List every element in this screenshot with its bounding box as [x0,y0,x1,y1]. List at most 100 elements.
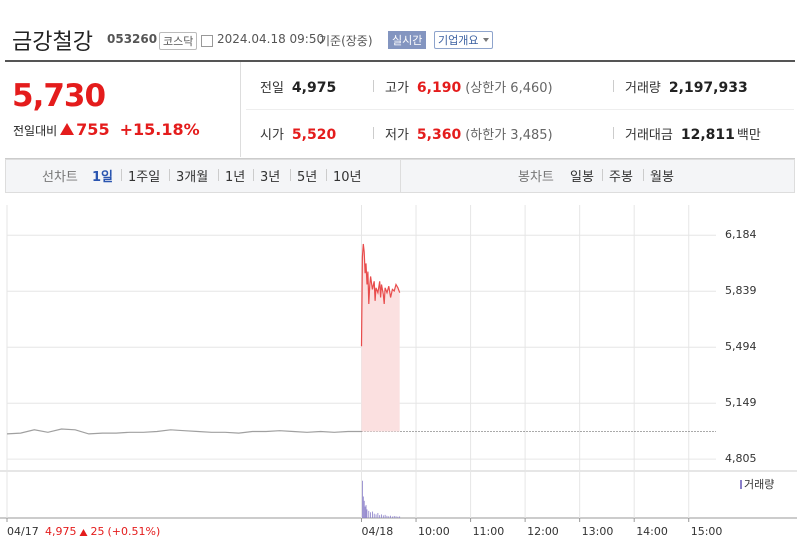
price-chart: 4,805 5,149 5,494 5,839 6,184 04/17 04/18 10:00… [0,205,797,538]
divider [373,80,374,92]
volume-bar [368,510,370,518]
period-tab[interactable]: 1년 [225,170,246,185]
market-badge: 코스닥 [159,32,198,50]
current-price: 5,730 [12,78,106,114]
datetime: 2024.04.18 09:50 [217,32,325,46]
stat: 거래량 2,197,933 [625,77,748,96]
stat-sub: (상한가 6,460) [465,81,553,96]
prev-change-pct: (+0.51%) [108,525,161,538]
tab-separator [169,169,170,181]
volume-bar [395,516,397,518]
x-tick-label: 13:00 [582,525,614,538]
up-arrow [60,123,75,135]
y-tick-label: 4,805 [725,452,757,465]
legend-swatch [740,480,742,489]
volume-bar [392,516,393,518]
period-tab[interactable]: 10년 [333,170,362,185]
volume-bar [390,515,391,518]
volume-bar [373,513,375,518]
stat-sub: (하한가 3,485) [465,128,553,143]
period-tab[interactable]: 3년 [260,170,281,185]
stat-label: 시가 [260,128,284,143]
tab-separator [602,169,603,181]
divider [613,80,614,92]
tab-separator [218,169,219,181]
company-info-text: 기업개요 [438,34,479,47]
volume-bar [386,515,388,518]
quote-box [5,60,795,159]
volume-bar [375,514,377,518]
stat-value: 6,190 [416,80,462,96]
volume-bar [364,506,366,518]
stat: 고가 6,190 (상한가 6,460) [385,77,553,96]
volume-bar [370,512,371,518]
stat-label: 거래대금 [625,128,673,143]
tab-separator [643,169,644,181]
realtime-badge[interactable]: 실시간 [388,31,427,49]
change-row: 전일대비 755 +15.18% [13,120,200,139]
volume-bar [377,512,379,518]
volume-bar [397,516,399,518]
stat-value: 2,197,933 [668,80,748,96]
volume-bar [362,480,363,518]
period-tab[interactable]: 5년 [297,170,318,185]
change: 755 [76,120,110,139]
stat-unit: 백만 [736,128,761,143]
x-tick-label: 12:00 [527,525,559,538]
volume-bar [362,496,364,518]
stat-value: 5,520 [291,127,337,143]
x-tick-label: 04/18 [362,525,394,538]
volume-bar [366,509,368,518]
volume-bar [379,515,381,518]
tab-separator [290,169,291,181]
x-tick-label: 14:00 [636,525,668,538]
x-tick-label: 10:00 [418,525,450,538]
y-tick-label: 6,184 [725,228,757,241]
divider [613,127,614,139]
divider [373,127,374,139]
candle-tab[interactable]: 월봉 [650,170,674,185]
x-tick-label: 04/17 [7,525,39,538]
tab-label: 선차트 [42,170,78,185]
volume-bar [399,516,401,518]
period-tab[interactable]: 1일 [92,170,114,185]
y-tick-label: 5,494 [725,340,757,353]
company-info-button[interactable]: 기업개요 [434,31,494,49]
volume-bar [384,514,386,518]
prev-change: 25 [91,525,105,538]
change-pct: +15.18% [119,120,200,139]
volume-bar [363,500,365,518]
volume-bar [365,505,367,518]
volume-bar [372,511,373,518]
volume-bar [388,516,390,518]
stat-value: 4,975 [291,80,337,96]
divider [400,160,401,192]
y-tick-label: 5,149 [725,396,757,409]
stat-label: 전일 [260,81,284,96]
x-tick-label: 15:00 [691,525,723,538]
period-tab[interactable]: 1주일 [128,170,161,185]
stock-code: 053260 [107,32,158,46]
volume-bar [381,514,382,518]
tab-separator [121,169,122,181]
stat: 전일 4,975 [260,77,336,96]
tab-separator [253,169,254,181]
stat-label: 거래량 [625,81,661,96]
area [361,244,400,432]
period-tab[interactable]: 3개월 [176,170,209,185]
price-line [360,243,401,347]
stock-name: 금강철강 [12,30,93,55]
prev-close: 4,975 [45,525,77,538]
stat: 거래대금 12,811 백만 [625,124,761,143]
candle-tab[interactable]: 주봉 [609,170,633,185]
stat-value: 5,360 [416,127,462,143]
stat: 저가 5,360 (하한가 3,485) [385,124,553,143]
y-tick-label: 5,839 [725,284,757,297]
stat: 시가 5,520 [260,124,336,143]
stat-label: 저가 [385,128,409,143]
dropdown-arrow [483,38,490,42]
candle-tab[interactable]: 일봉 [570,170,594,185]
calendar-icon [201,35,213,47]
prev-day-summary: 4,975 25 (+0.51%) [45,525,160,538]
